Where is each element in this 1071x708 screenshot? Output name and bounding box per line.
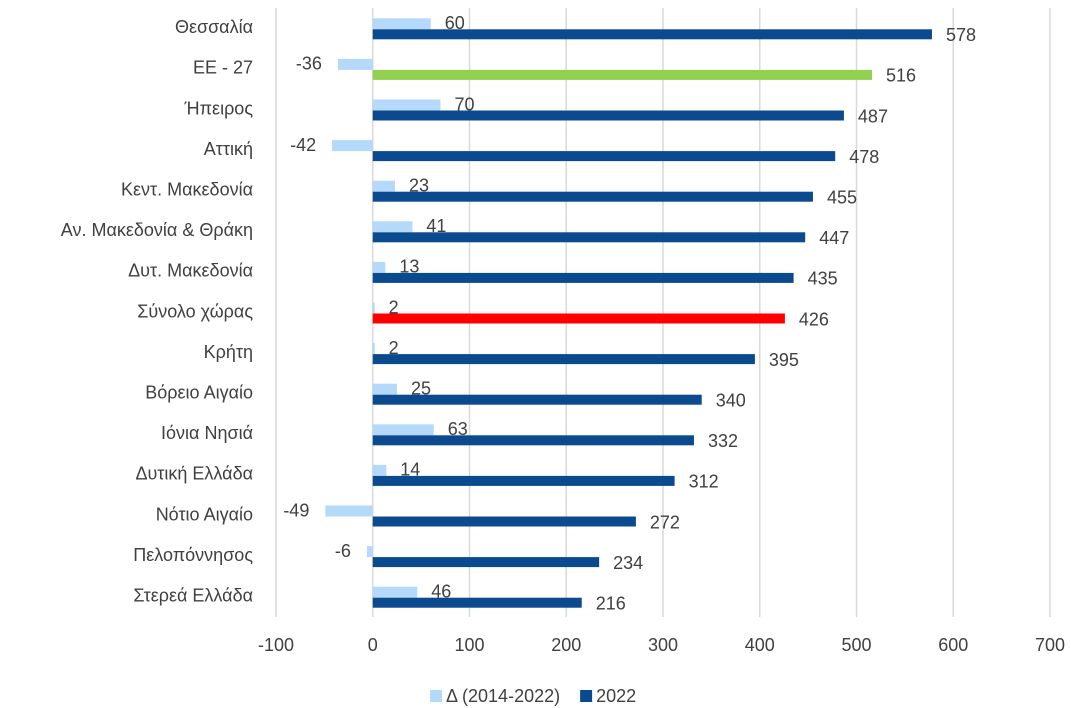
bar xyxy=(372,18,431,30)
x-tick-label: 100 xyxy=(454,635,484,655)
x-tick-label: 200 xyxy=(551,635,581,655)
data-label: 41 xyxy=(426,216,446,236)
data-label: 435 xyxy=(808,269,838,289)
category-label: Δυτική Ελλάδα xyxy=(135,464,253,484)
category-label: Στερεά Ελλάδα xyxy=(133,585,253,605)
x-tick-label: 500 xyxy=(841,635,871,655)
bar xyxy=(372,597,582,608)
category-label: Θεσσαλία xyxy=(175,17,253,37)
data-label: 447 xyxy=(819,228,849,248)
category-label: Δυτ. Μακεδονία xyxy=(128,261,253,281)
data-label: 395 xyxy=(769,350,799,370)
bar xyxy=(337,58,373,70)
category-label: Κεντ. Μακεδονία xyxy=(121,179,253,199)
data-label: 2 xyxy=(389,338,399,358)
data-label: 272 xyxy=(650,512,680,532)
bar xyxy=(372,261,386,273)
category-label: Κρήτη xyxy=(204,342,253,362)
data-label: 426 xyxy=(799,309,829,329)
data-label: 478 xyxy=(849,147,879,167)
data-label: 25 xyxy=(411,378,431,398)
data-label: 487 xyxy=(858,106,888,126)
category-label: Σύνολο χώρας xyxy=(137,301,253,321)
data-label: 332 xyxy=(708,431,738,451)
legend-swatch xyxy=(430,690,442,702)
category-label: ΕΕ - 27 xyxy=(193,58,253,78)
category-label: Αττική xyxy=(204,139,253,159)
bar xyxy=(372,354,755,365)
data-label: 2 xyxy=(389,297,399,317)
bar xyxy=(372,343,375,355)
category-label: Αν. Μακεδονία & Θράκη xyxy=(61,220,253,240)
data-label: 216 xyxy=(596,593,626,613)
bar xyxy=(372,586,418,598)
bar xyxy=(372,272,794,283)
bar xyxy=(372,475,675,486)
category-label: Ιόνια Νησιά xyxy=(161,423,253,443)
x-tick-label: 300 xyxy=(648,635,678,655)
legend-label: 2022 xyxy=(596,686,636,706)
data-label: 340 xyxy=(716,390,746,410)
x-tick-label: -100 xyxy=(258,635,294,655)
bar xyxy=(372,110,844,121)
bar xyxy=(372,232,806,243)
data-label: 578 xyxy=(946,25,976,45)
data-label: 60 xyxy=(445,13,465,33)
data-label: 63 xyxy=(448,419,468,439)
bar xyxy=(372,557,600,568)
bar xyxy=(372,516,636,527)
data-label: -42 xyxy=(290,135,316,155)
bar xyxy=(372,313,785,324)
data-label: 234 xyxy=(613,553,643,573)
data-label: 14 xyxy=(400,460,420,480)
bar xyxy=(372,383,397,395)
category-label: Νότιο Αιγαίο xyxy=(156,504,253,524)
bar xyxy=(372,424,434,436)
bar xyxy=(372,302,375,314)
bar xyxy=(325,505,373,517)
category-label: Πελοπόννησος xyxy=(133,545,253,565)
data-label: -6 xyxy=(335,541,351,561)
legend-label: Δ (2014-2022) xyxy=(446,686,560,706)
data-label: 455 xyxy=(827,187,857,207)
bar xyxy=(372,221,413,233)
data-label: 70 xyxy=(454,94,474,114)
bar xyxy=(332,140,373,152)
legend-swatch xyxy=(580,690,593,702)
category-label: Βόρειο Αιγαίο xyxy=(145,382,253,402)
bar xyxy=(372,464,387,476)
bar xyxy=(372,191,813,202)
category-label: Ήπειρος xyxy=(184,98,254,118)
x-tick-label: 400 xyxy=(745,635,775,655)
x-tick-label: 0 xyxy=(368,635,378,655)
x-tick-label: 600 xyxy=(938,635,968,655)
bar xyxy=(372,99,441,111)
data-label: 312 xyxy=(689,472,719,492)
data-label: 516 xyxy=(886,66,916,86)
x-tick-label: 700 xyxy=(1035,635,1065,655)
bar xyxy=(366,546,373,558)
bar xyxy=(372,29,932,40)
data-label: 23 xyxy=(409,175,429,195)
bar xyxy=(372,180,396,192)
data-label: 13 xyxy=(399,257,419,277)
data-label: 46 xyxy=(431,581,451,601)
data-label: -36 xyxy=(296,54,322,74)
bar xyxy=(372,151,836,162)
bar xyxy=(372,69,872,80)
data-label: -49 xyxy=(283,500,309,520)
bar xyxy=(372,435,694,446)
bar xyxy=(372,394,702,405)
